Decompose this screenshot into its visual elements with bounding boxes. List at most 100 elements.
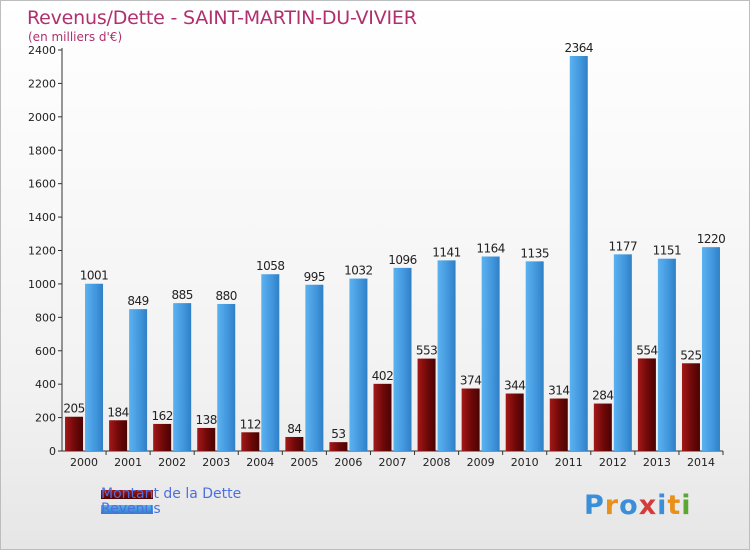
- data-labels: 205 1001 184 849 162 885 138 880 112 1058 84 995 53 1…: [63, 41, 725, 441]
- x-tick-label: 2005: [290, 456, 318, 469]
- legend-swatch-debt: [101, 490, 153, 499]
- bars: [65, 56, 720, 451]
- logo-letter: o: [619, 490, 639, 521]
- bar-debt-2001: [109, 420, 128, 451]
- chart-subtitle: (en milliers d'€): [28, 30, 123, 44]
- data-label-revenus: 1164: [476, 242, 505, 256]
- y-tick-label: 800: [35, 311, 56, 324]
- chart-title: Revenus/Dette - SAINT-MARTIN-DU-VIVIER: [27, 7, 417, 29]
- y-tick-label: 1600: [28, 178, 56, 191]
- bar-revenus-2002: [173, 303, 192, 451]
- data-label-debt: 374: [460, 374, 481, 388]
- bar-debt-2011: [549, 398, 568, 451]
- legend-label-debt: Montant de la Dette: [101, 486, 242, 502]
- x-tick-label: 2013: [643, 456, 671, 469]
- legend-swatch-revenus: [101, 505, 153, 514]
- bar-debt-2009: [461, 388, 480, 451]
- data-label-revenus: 885: [171, 288, 192, 302]
- bar-debt-2013: [637, 358, 656, 451]
- bar-debt-2005: [285, 436, 304, 451]
- logo-letter: x: [638, 490, 658, 521]
- y-tick-label: 600: [35, 345, 56, 358]
- bar-revenus-2012: [613, 254, 632, 451]
- bar-debt-2008: [417, 358, 436, 451]
- x-tick-label: 2012: [599, 456, 627, 469]
- bar-debt-2004: [241, 432, 260, 451]
- data-label-debt: 184: [107, 405, 128, 419]
- data-label-debt: 525: [680, 348, 701, 362]
- data-label-debt: 53: [331, 427, 345, 441]
- bar-revenus-2009: [481, 256, 500, 451]
- data-label-revenus: 1177: [609, 239, 638, 253]
- data-label-revenus: 1220: [697, 232, 726, 246]
- x-tick-label: 2008: [423, 456, 451, 469]
- data-label-revenus: 995: [304, 270, 325, 284]
- bar-revenus-2011: [569, 56, 588, 451]
- data-label-revenus: 1032: [344, 264, 373, 278]
- data-label-debt: 205: [63, 402, 84, 416]
- logo-letter: i: [657, 490, 668, 521]
- y-tick-label: 1400: [28, 211, 56, 224]
- x-tick-label: 2010: [511, 456, 539, 469]
- x-tick-label: 2003: [202, 456, 230, 469]
- bar-debt-2006: [329, 442, 348, 451]
- y-tick-label: 2000: [28, 111, 56, 124]
- data-label-debt: 402: [372, 369, 393, 383]
- legend-label-revenus: Revenus: [101, 501, 161, 517]
- bar-debt-2007: [373, 383, 392, 451]
- bar-debt-2003: [197, 427, 216, 451]
- bar-debt-2012: [593, 403, 612, 451]
- bar-revenus-2004: [261, 274, 280, 451]
- bar-debt-2014: [681, 363, 700, 451]
- data-label-debt: 344: [504, 379, 525, 393]
- y-tick-label: 0: [49, 445, 56, 458]
- bar-revenus-2000: [85, 283, 104, 451]
- y-tick-label: 2400: [28, 44, 56, 57]
- y-tick-label: 1800: [28, 144, 56, 157]
- y-tick-label: 1200: [28, 245, 56, 258]
- data-label-revenus: 1141: [432, 245, 461, 259]
- data-label-debt: 553: [416, 344, 437, 358]
- data-label-debt: 84: [287, 422, 301, 436]
- bar-debt-2000: [65, 416, 84, 451]
- data-label-debt: 138: [196, 413, 217, 427]
- x-tick-label: 2004: [246, 456, 274, 469]
- data-label-debt: 162: [151, 409, 172, 423]
- logo-letter: r: [604, 490, 620, 521]
- logo-letter: t: [667, 490, 682, 521]
- y-tick-label: 400: [35, 378, 56, 391]
- data-label-revenus: 1135: [520, 246, 549, 260]
- y-tick-label: 1000: [28, 278, 56, 291]
- y-tick-label: 200: [35, 412, 56, 425]
- y-tick-label: 2200: [28, 77, 56, 90]
- bar-revenus-2014: [701, 247, 720, 451]
- x-tick-label: 2014: [687, 456, 715, 469]
- data-label-debt: 314: [548, 384, 569, 398]
- x-tick-label: 2002: [158, 456, 186, 469]
- logo-letter: i: [681, 490, 692, 521]
- data-label-revenus: 1001: [80, 269, 109, 283]
- bar-revenus-2007: [393, 267, 412, 451]
- data-label-revenus: 2364: [564, 41, 593, 55]
- data-label-revenus: 1058: [256, 259, 285, 273]
- bar-revenus-2006: [349, 278, 368, 451]
- x-tick-label: 2001: [114, 456, 142, 469]
- axes: 0 200 400 600 800 1000 1200 1400 1600 1800 2000 220…: [28, 44, 724, 469]
- data-label-revenus: 1151: [653, 244, 682, 258]
- x-tick-label: 2006: [334, 456, 362, 469]
- x-tick-label: 2000: [70, 456, 98, 469]
- x-tick-label: 2007: [379, 456, 407, 469]
- bar-revenus-2001: [129, 309, 148, 451]
- data-label-debt: 284: [592, 389, 613, 403]
- x-tick-label: 2011: [555, 456, 583, 469]
- bar-revenus-2003: [217, 303, 236, 451]
- data-label-revenus: 1096: [388, 253, 417, 267]
- bar-debt-2010: [505, 393, 524, 451]
- bar-revenus-2008: [437, 260, 456, 451]
- x-tick-label: 2009: [467, 456, 495, 469]
- bar-revenus-2005: [305, 284, 324, 451]
- bar-revenus-2013: [657, 258, 676, 451]
- data-label-debt: 554: [636, 343, 657, 357]
- bar-revenus-2010: [525, 261, 544, 451]
